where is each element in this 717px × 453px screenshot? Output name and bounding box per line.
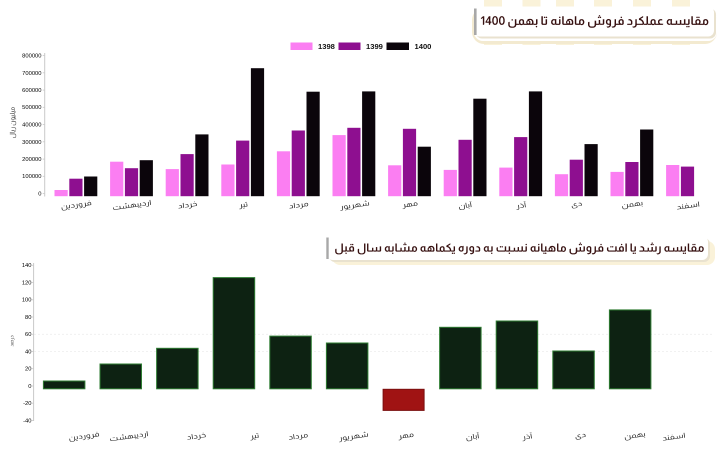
- svg-text:200000: 200000: [22, 157, 41, 163]
- svg-text:20: 20: [25, 367, 31, 373]
- svg-text:100: 100: [22, 298, 32, 304]
- svg-text:400000: 400000: [22, 123, 41, 129]
- svg-text:1400: 1400: [415, 42, 432, 51]
- svg-text:500000: 500000: [22, 105, 41, 111]
- svg-text:300000: 300000: [22, 140, 41, 146]
- svg-text:-40: -40: [23, 418, 31, 424]
- svg-text:1398: 1398: [318, 42, 335, 51]
- svg-text:40: 40: [25, 349, 31, 355]
- svg-text:-20: -20: [23, 401, 31, 407]
- svg-text:60: 60: [25, 332, 31, 338]
- svg-text:1399: 1399: [366, 42, 383, 51]
- svg-text:140: 140: [22, 263, 32, 269]
- svg-text:0: 0: [38, 192, 41, 198]
- svg-text:800000: 800000: [22, 54, 41, 60]
- svg-text:0: 0: [28, 384, 31, 390]
- svg-text:80: 80: [25, 315, 31, 321]
- svg-text:700000: 700000: [22, 71, 41, 77]
- svg-text:100000: 100000: [22, 174, 41, 180]
- svg-text:600000: 600000: [22, 88, 41, 94]
- svg-text:120: 120: [22, 280, 32, 286]
